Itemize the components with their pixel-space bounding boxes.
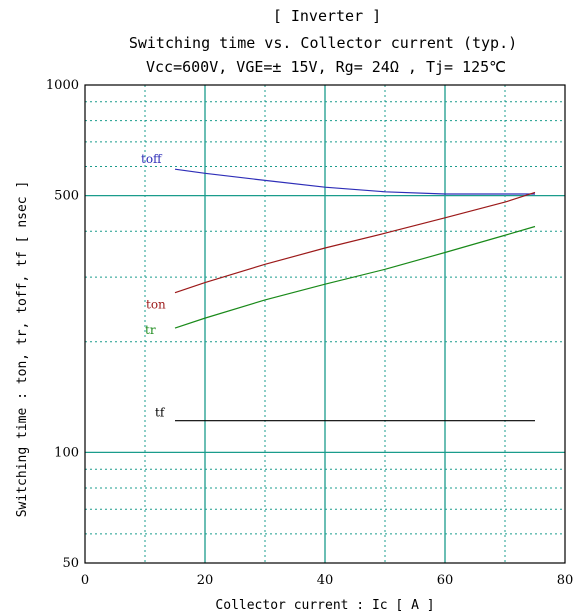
series-label-tr: tr xyxy=(145,323,156,337)
y-tick-label: 500 xyxy=(54,189,79,204)
x-tick-label: 0 xyxy=(81,573,89,588)
x-tick-label: 80 xyxy=(557,573,574,588)
series-label-toff: toff xyxy=(141,152,163,166)
chart-title-line-2: Switching time vs. Collector current (ty… xyxy=(129,34,517,52)
series-line-tr xyxy=(174,225,536,329)
series-labels: toff ton tr tf xyxy=(141,152,166,419)
series-line-toff xyxy=(174,168,535,195)
y-tick-label: 100 xyxy=(54,445,79,460)
y-tick-label: 1000 xyxy=(46,78,79,93)
series-label-tf: tf xyxy=(155,406,166,420)
chart-title: [ Inverter ] Switching time vs. Collecto… xyxy=(129,7,517,76)
y-tick-label: 50 xyxy=(62,556,79,571)
grid-lines xyxy=(85,85,565,563)
series-line-ton xyxy=(174,191,536,294)
series-label-ton: ton xyxy=(146,298,166,312)
x-tick-label: 60 xyxy=(437,573,454,588)
series-lines xyxy=(174,168,536,422)
chart-subtitle-conditions: Vcc=600V, VGE=± 15V, Rg= 24Ω , Tj= 125℃ xyxy=(146,58,506,76)
x-tick-label: 20 xyxy=(197,573,214,588)
y-axis-label: Switching time : ton, tr, toff, tf [ nse… xyxy=(15,181,30,518)
x-tick-labels: 0 20 40 60 80 xyxy=(81,573,573,588)
x-axis-label: Collector current : Ic [ A ] xyxy=(215,598,434,613)
plot-frame xyxy=(84,84,566,564)
y-tick-labels: 50 100 500 1000 xyxy=(46,78,79,571)
chart-title-line-1: [ Inverter ] xyxy=(273,7,381,25)
x-tick-label: 40 xyxy=(317,573,334,588)
